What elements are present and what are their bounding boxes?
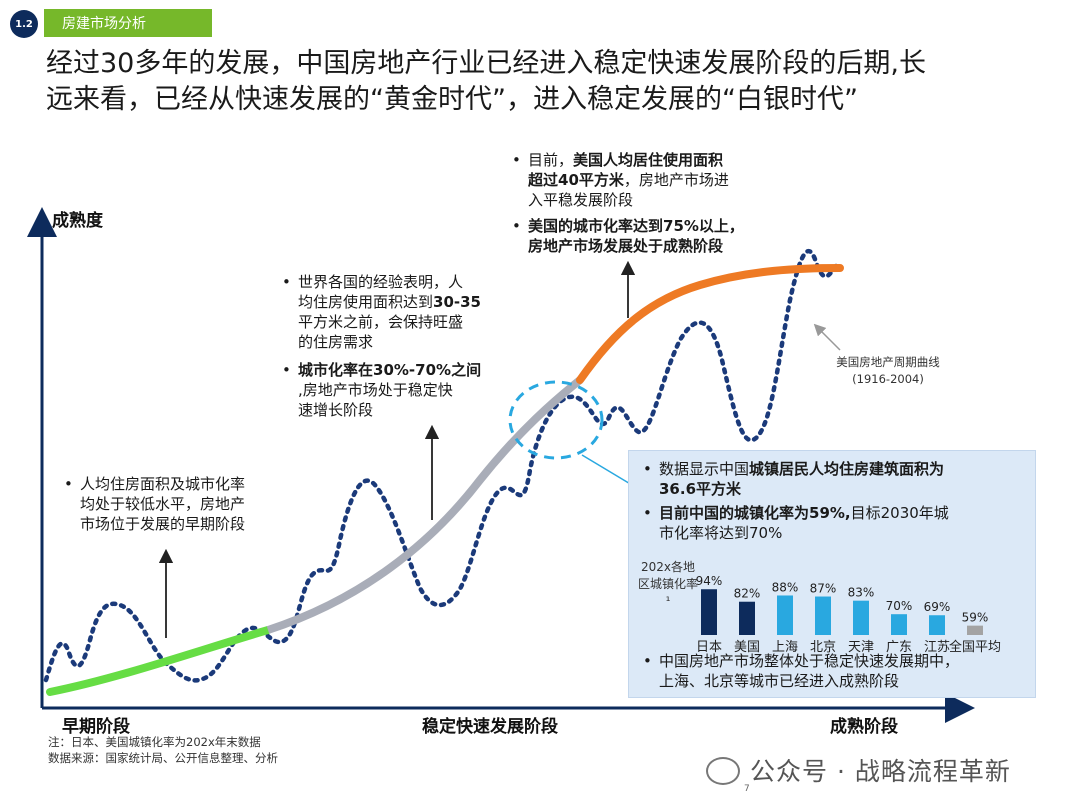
wechat-watermark: 公众号 · 战略流程革新: [706, 752, 1011, 788]
bar-category-label: 日本: [696, 640, 722, 653]
bar-江苏: [929, 615, 945, 635]
bar-chart-ylabel: 202x各地区城镇化率¹: [637, 560, 698, 608]
bar-value-label: 70%: [886, 599, 913, 613]
bar-日本: [701, 589, 717, 635]
bar-value-label: 88%: [772, 580, 799, 594]
bar-全国平均: [967, 625, 983, 635]
y-axis-label: 成熟度: [52, 211, 103, 231]
footnote: 注：日本、美国城镇化率为202x年末数据: [48, 735, 261, 749]
growth-stage-annotation: • 世界各国的经验表明，人 均住房使用面积达到30-35 平方米之前，会保持旺盛 …: [282, 273, 482, 419]
us-curve-pointer-arrow: [813, 323, 841, 351]
bar-美国: [739, 601, 755, 635]
stage-mature-label: 成熟阶段: [830, 717, 898, 737]
bar-category-label: 广东: [886, 640, 912, 653]
wechat-icon: [706, 757, 740, 785]
highlight-connector: [581, 454, 633, 486]
current-position-highlight: [508, 380, 604, 460]
bar-上海: [777, 595, 793, 635]
section-number-badge: 1.2: [10, 10, 38, 38]
bar-天津: [853, 600, 869, 635]
china-data-info-box: • 数据显示中国城镇居民人均住房建筑面积为 36.6平方米 • 目前中国的城镇化率为…: [628, 450, 1036, 698]
bar-value-label: 59%: [962, 611, 989, 625]
section-title: 房建市场分析: [44, 9, 212, 37]
early-stage-annotation: • 人均住房面积及城市化率 均处于较低水平，房地产 市场位于发展的早期阶段: [64, 475, 246, 533]
urbanization-bar-chart: 94% 日本 82% 美国 88% 上海 87% 北京 83% 天津 70% 广东 69% 江苏 59% 全国…: [696, 574, 1001, 653]
mature-stage-annotation: • 目前，美国人均居住使用面积 超过40平方米，房地产市场进 入平稳发展阶段 • 美…: [512, 151, 744, 255]
bar-category-label: 全国平均: [949, 639, 1001, 653]
bar-category-label: 美国: [734, 640, 760, 653]
us-cycle-curve-label: 美国房地产周期曲线 (1916-2004): [836, 355, 940, 386]
s-curve-mature-segment: [576, 264, 844, 384]
bar-广东: [891, 614, 907, 635]
info-bullet-urbanization: • 目前中国的城镇化率为59%,目标2030年城 市化率将达到70%: [643, 504, 949, 542]
bar-category-label: 天津: [848, 640, 874, 653]
stage-early-label: 早期阶段: [62, 717, 130, 737]
page-number: 7: [744, 784, 750, 794]
info-bullet-area: • 数据显示中国城镇居民人均住房建筑面积为 36.6平方米: [643, 460, 945, 498]
bar-value-label: 94%: [696, 574, 723, 588]
info-bullet-market: • 中国房地产市场整体处于稳定快速发展期中， 上海、北京等城市已经进入成熟阶段: [643, 652, 960, 690]
data-source: 数据来源：国家统计局、公开信息整理、分析: [48, 751, 278, 765]
s-curve-early-segment: [46, 626, 272, 696]
bar-value-label: 82%: [734, 587, 761, 601]
bar-category-label: 北京: [810, 640, 836, 653]
bar-value-label: 83%: [848, 586, 875, 600]
bar-category-label: 江苏: [924, 639, 950, 653]
headline-line-2: 远来看，已经从快速发展的“黄金时代”，进入稳定发展的“白银时代”: [46, 84, 858, 115]
bar-category-label: 上海: [772, 640, 798, 653]
stage-growth-label: 稳定快速发展阶段: [422, 717, 558, 737]
bar-北京: [815, 596, 831, 635]
us-cycle-dotted-curve: [43, 248, 843, 683]
s-curve-growth-segment: [266, 376, 583, 634]
bar-value-label: 87%: [810, 582, 837, 596]
headline-line-1: 经过30多年的发展，中国房地产行业已经进入稳定快速发展阶段的后期,长: [46, 48, 926, 79]
bar-value-label: 69%: [924, 600, 951, 614]
